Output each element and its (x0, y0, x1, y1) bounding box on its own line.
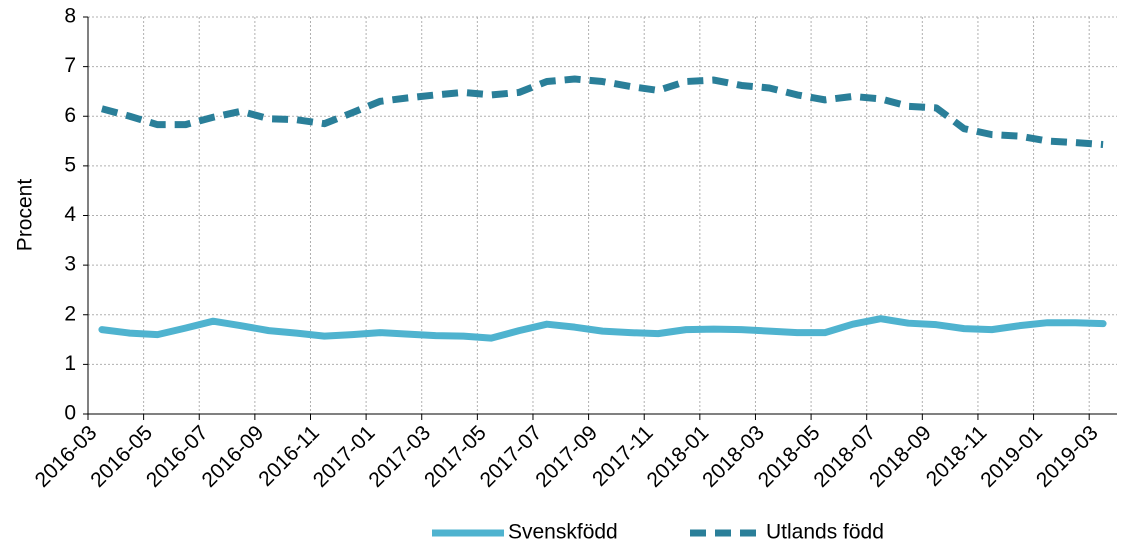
y-tick-label: 2 (64, 302, 76, 325)
y-tick-label: 4 (64, 203, 76, 226)
y-tick-label: 1 (64, 352, 76, 375)
series-line (98, 315, 1107, 342)
y-tick-label: 7 (64, 54, 76, 77)
legend-label: Svenskfödd (508, 521, 618, 544)
y-tick-label: 3 (64, 253, 76, 276)
y-tick-label: 8 (64, 5, 76, 28)
x-tick-label: 2018-09 (865, 421, 936, 492)
y-axis-label: Procent (14, 179, 37, 252)
x-tick-label: 2017-09 (531, 421, 602, 492)
series-line (101, 75, 1104, 149)
x-tick-label: 2016-09 (198, 421, 269, 492)
y-tick-label: 0 (64, 402, 76, 425)
legend-label: Utlands född (766, 521, 884, 544)
y-tick-label: 5 (64, 153, 76, 176)
x-tick-label: 2019-03 (1032, 421, 1103, 492)
y-tick-label: 6 (64, 104, 76, 127)
